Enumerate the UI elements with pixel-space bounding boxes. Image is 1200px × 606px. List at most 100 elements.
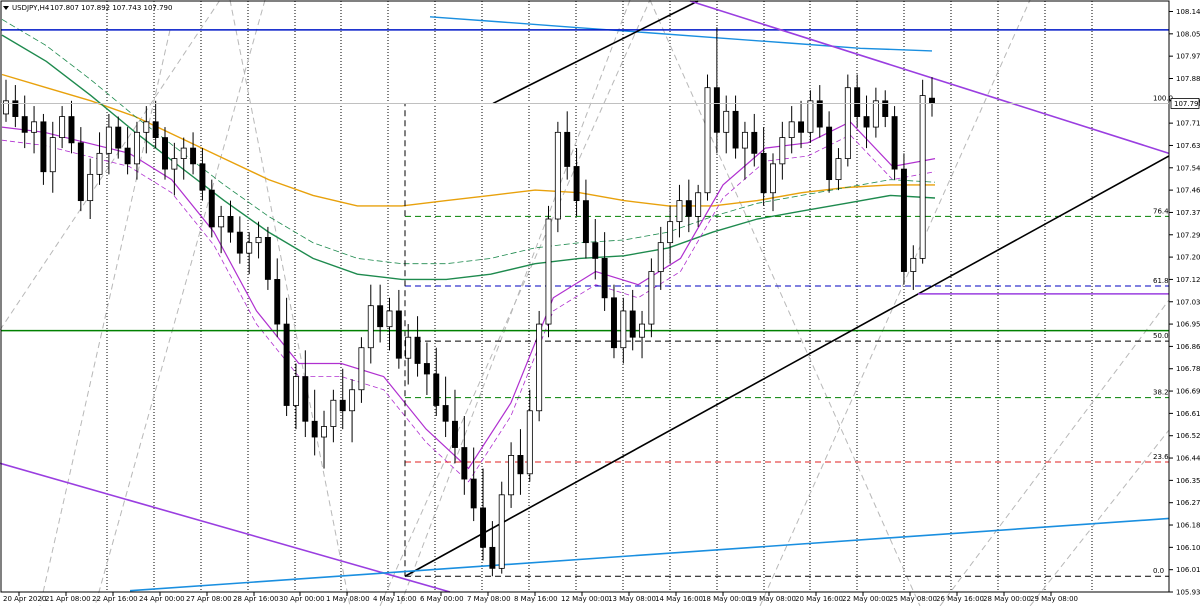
price-tick-label: 105.930 bbox=[1176, 589, 1200, 597]
bear-candle bbox=[863, 116, 870, 128]
angle-grid-line bbox=[94, 0, 266, 606]
bull-candle bbox=[31, 121, 38, 133]
bull-candle bbox=[59, 116, 66, 138]
angle-grid-line bbox=[379, 0, 651, 606]
time-tick-label: 12 May 00:00 bbox=[561, 595, 609, 603]
drawing-objects-layer bbox=[0, 0, 1170, 593]
current-price-box bbox=[1170, 98, 1200, 109]
candles-layer bbox=[3, 27, 935, 577]
bear-candle bbox=[77, 142, 84, 202]
bear-candle bbox=[816, 100, 823, 128]
bear-candle bbox=[68, 116, 75, 144]
fib-level-label: 38.2 bbox=[1153, 389, 1169, 397]
time-tick-label: 22 Apr 16:00 bbox=[92, 595, 138, 603]
bull-candle bbox=[639, 323, 646, 338]
time-tick-label: 20 Apr 2020 bbox=[3, 595, 46, 603]
bear-candle bbox=[433, 373, 440, 406]
price-tick-label: 107.630 bbox=[1176, 142, 1200, 150]
bull-candle bbox=[180, 147, 187, 160]
bear-candle bbox=[162, 137, 168, 170]
time-tick-label: 25 May 08:00 bbox=[889, 595, 937, 603]
price-tick-label: 107.035 bbox=[1176, 298, 1200, 306]
bull-candle bbox=[171, 158, 178, 170]
bear-candle bbox=[685, 200, 692, 217]
bear-candle bbox=[395, 310, 402, 359]
bear-candle bbox=[826, 126, 833, 181]
fibonacci-layer: 100.0 76.4 61.8 50.0 38.2 23.6 0.0 bbox=[404, 94, 1173, 577]
price-tick-label: 106.695 bbox=[1176, 388, 1200, 396]
ma-blue-line bbox=[429, 16, 933, 52]
price-tick-label: 108.055 bbox=[1176, 30, 1200, 38]
bear-candle bbox=[582, 200, 589, 244]
chart-header: USDJPY,H4 107.807 107.892 107.743 107.79… bbox=[3, 4, 172, 12]
ohlc-label: 107.807 107.892 107.743 107.790 bbox=[50, 4, 172, 12]
bear-candle bbox=[489, 546, 496, 569]
bull-candle bbox=[133, 131, 140, 165]
time-tick-label: 7 May 08:00 bbox=[467, 595, 511, 603]
bear-candle bbox=[236, 231, 243, 254]
bear-candle bbox=[629, 310, 636, 338]
bear-candle bbox=[751, 131, 758, 154]
bull-candle bbox=[676, 200, 683, 223]
fib-level-label: 61.8 bbox=[1153, 277, 1169, 285]
time-tick-label: 1 May 08:00 bbox=[326, 595, 370, 603]
time-tick-label: 24 Apr 00:00 bbox=[139, 595, 185, 603]
bull-candle bbox=[657, 242, 664, 272]
bull-candle bbox=[96, 152, 103, 175]
price-tick-label: 106.355 bbox=[1176, 477, 1200, 485]
angle-grid-line bbox=[1029, 429, 1170, 606]
bear-candle bbox=[227, 215, 234, 233]
time-tick-label: 19 May 08:00 bbox=[748, 595, 796, 603]
price-tick-label: 106.610 bbox=[1176, 410, 1200, 418]
bear-candle bbox=[264, 236, 271, 280]
bull-candle bbox=[143, 121, 150, 133]
bull-candle bbox=[3, 100, 9, 115]
bull-candle bbox=[386, 310, 393, 328]
long-blue-trendline bbox=[129, 517, 1170, 592]
bull-candle bbox=[508, 455, 515, 496]
ma-orange-line bbox=[1, 73, 935, 207]
bear-candle bbox=[190, 147, 197, 165]
bear-candle bbox=[199, 163, 206, 191]
angle-grid-line bbox=[229, 0, 351, 606]
bull-candle bbox=[910, 258, 917, 272]
bear-candle bbox=[152, 121, 159, 138]
fib-level-label: 50.0 bbox=[1153, 332, 1169, 340]
price-tick-label: 107.290 bbox=[1176, 231, 1200, 239]
bull-candle bbox=[321, 426, 327, 438]
bear-candle bbox=[302, 376, 309, 422]
bull-candle bbox=[919, 95, 926, 259]
bear-candle bbox=[451, 420, 458, 448]
bear-candle bbox=[480, 507, 487, 548]
current-price-box: 107.790 bbox=[1, 98, 1200, 109]
ma-magenta-line bbox=[1, 121, 936, 470]
bear-candle bbox=[461, 447, 468, 480]
bull-candle bbox=[292, 376, 299, 406]
bull-candle bbox=[844, 87, 851, 159]
time-tick-label: 28 May 00:00 bbox=[983, 595, 1031, 603]
time-tick-label: 13 May 08:00 bbox=[608, 595, 656, 603]
bull-candle bbox=[554, 131, 561, 220]
bull-candle bbox=[526, 410, 533, 475]
bull-candle bbox=[349, 389, 356, 412]
bear-candle bbox=[274, 279, 281, 325]
bear-candle bbox=[442, 405, 449, 422]
bear-candle bbox=[732, 110, 739, 149]
fib-level-label: 23.6 bbox=[1153, 453, 1169, 461]
bear-candle bbox=[311, 420, 318, 438]
bull-candle bbox=[105, 126, 112, 154]
symbol-arrow-icon bbox=[3, 6, 9, 10]
bear-candle bbox=[900, 168, 907, 272]
fib-level-label: 76.4 bbox=[1153, 207, 1169, 215]
price-tick-label: 106.525 bbox=[1176, 432, 1200, 440]
time-tick-label: 30 Apr 00:00 bbox=[279, 595, 325, 603]
plot-frame bbox=[0, 0, 1170, 593]
bear-candle bbox=[798, 121, 805, 133]
bull-candle bbox=[872, 100, 879, 128]
price-tick-label: 106.270 bbox=[1176, 499, 1200, 507]
current-price-label: 107.790 bbox=[1174, 100, 1200, 108]
price-tick-label: 107.375 bbox=[1176, 209, 1200, 217]
ma-green-line bbox=[1, 34, 936, 281]
